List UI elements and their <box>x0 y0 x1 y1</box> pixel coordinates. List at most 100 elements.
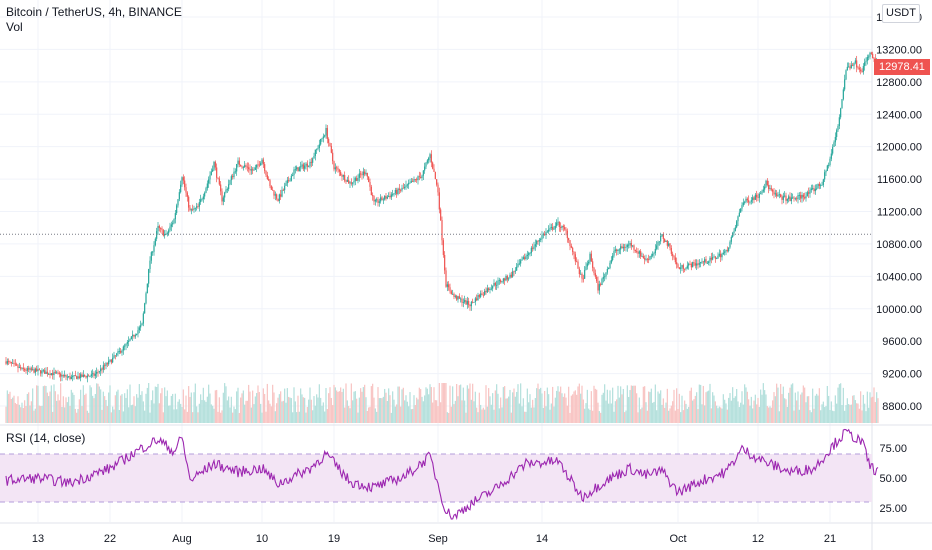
candle-body <box>693 262 695 264</box>
volume-bar <box>178 399 180 423</box>
volume-bar <box>644 386 646 423</box>
candle-body <box>640 251 642 257</box>
volume-bar <box>808 396 810 423</box>
volume-bar <box>789 387 791 423</box>
candle-body <box>476 298 478 301</box>
volume-bar <box>64 407 66 423</box>
candle-body <box>346 179 348 182</box>
candle-body <box>650 255 652 257</box>
volume-bar <box>54 391 56 423</box>
volume-bar <box>189 396 191 423</box>
candle-body <box>633 245 635 250</box>
volume-bar <box>801 392 803 423</box>
candle-body <box>665 240 667 242</box>
volume-bar <box>113 409 115 423</box>
candle-body <box>848 66 850 68</box>
candle-body <box>8 361 10 362</box>
volume-bar <box>306 406 308 423</box>
candle-body <box>264 164 266 171</box>
volume-bar <box>476 407 478 423</box>
volume-bar <box>542 407 544 423</box>
volume-bar <box>494 390 496 423</box>
volume-bar <box>44 385 46 423</box>
volume-bar <box>698 384 700 423</box>
candle-body <box>568 238 570 241</box>
volume-bar <box>778 411 780 423</box>
candle-body <box>246 166 248 168</box>
candle-body <box>832 146 834 154</box>
volume-bar <box>524 411 526 423</box>
candle-body <box>252 169 254 171</box>
volume-bar <box>825 406 827 423</box>
volume-bar <box>529 394 531 423</box>
volume-bar <box>150 400 152 423</box>
candle-body <box>302 164 304 169</box>
volume-bar <box>160 393 162 423</box>
volume-bar <box>33 410 35 423</box>
candle-body <box>705 259 707 263</box>
volume-bar <box>440 402 442 423</box>
candle-body <box>457 296 459 300</box>
volume-bar <box>296 412 298 423</box>
volume-bar <box>38 405 40 423</box>
volume-bar <box>812 388 814 423</box>
volume-bar <box>850 404 852 423</box>
volume-bar <box>84 394 86 423</box>
volume-bar <box>106 406 108 423</box>
volume-bar <box>248 384 250 423</box>
candle-body <box>52 373 54 376</box>
currency-badge[interactable]: USDT <box>882 4 920 23</box>
candle-body <box>216 167 218 178</box>
candle-body <box>141 323 143 326</box>
candle-body <box>652 253 654 256</box>
volume-bar <box>146 387 148 423</box>
candle-body <box>508 278 510 280</box>
volume-bar <box>45 385 47 423</box>
candle-body <box>370 186 372 196</box>
volume-bar <box>649 392 651 423</box>
volume-bar <box>866 391 868 423</box>
candle-body <box>736 221 738 228</box>
volume-bar <box>344 407 346 423</box>
candle-body <box>137 330 139 334</box>
volume-bar <box>500 397 502 423</box>
candle-body <box>34 368 36 373</box>
candle-body <box>750 200 752 202</box>
candle-body <box>624 246 626 248</box>
volume-bar <box>752 408 754 423</box>
volume-bar <box>844 410 846 423</box>
candle-body <box>422 170 424 176</box>
candle-body <box>773 191 775 195</box>
volume-bar <box>672 401 674 423</box>
volume-bar <box>560 386 562 423</box>
volume-bar <box>196 406 198 423</box>
volume-bar <box>369 406 371 423</box>
volume-bar <box>621 394 623 423</box>
volume-bar <box>350 383 352 423</box>
volume-bar <box>741 391 743 423</box>
candle-body <box>768 185 770 190</box>
candle-body <box>637 251 639 254</box>
candle-body <box>846 66 848 71</box>
volume-bar <box>848 404 850 423</box>
candle-body <box>178 192 180 200</box>
candle-body <box>732 232 734 238</box>
candle-body <box>616 249 618 252</box>
volume-bar <box>613 411 615 423</box>
volume-bar <box>648 391 650 423</box>
volume-bar <box>800 394 802 423</box>
candle-body <box>72 375 74 377</box>
candle-body <box>74 375 76 377</box>
candle-body <box>776 193 778 197</box>
candle-body <box>850 64 852 69</box>
candle-body <box>241 166 243 168</box>
candle-body <box>197 206 199 208</box>
volume-bar <box>352 400 354 423</box>
volume-bar <box>409 392 411 423</box>
volume-bar <box>740 402 742 423</box>
candle-body <box>697 263 699 265</box>
candle-body <box>126 342 128 344</box>
candle-body <box>521 259 523 261</box>
volume-bar <box>337 391 339 423</box>
